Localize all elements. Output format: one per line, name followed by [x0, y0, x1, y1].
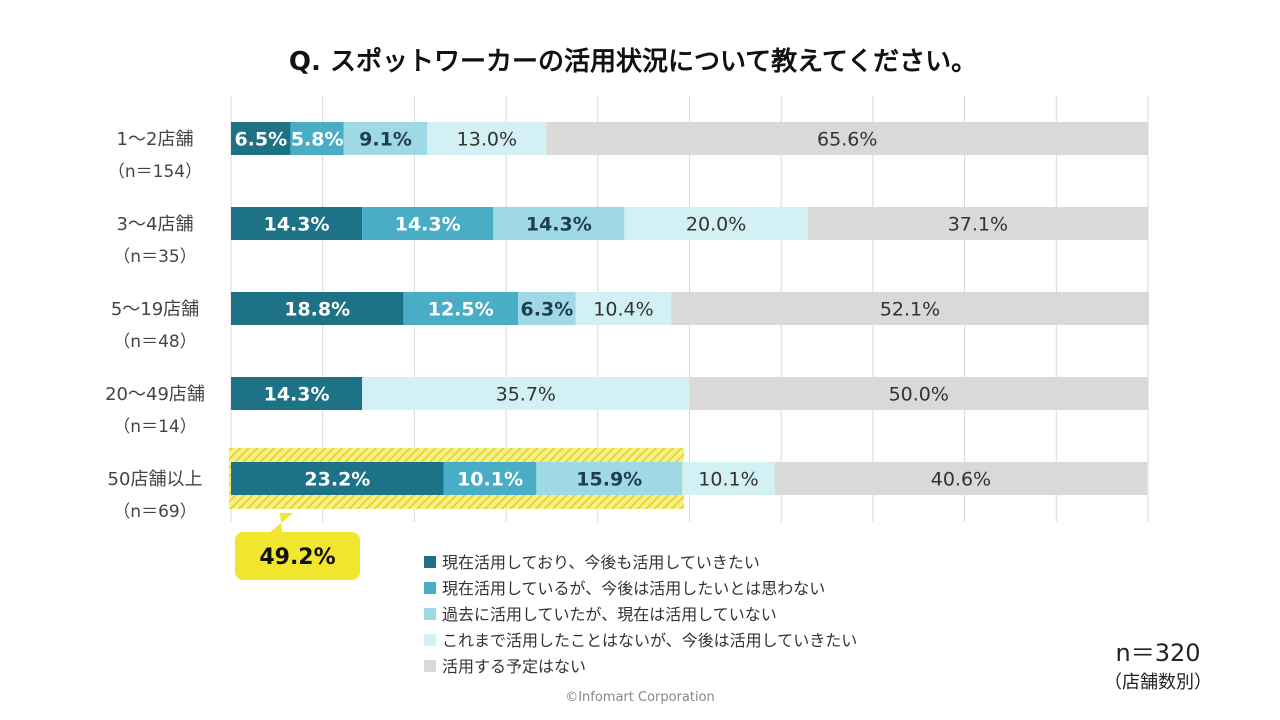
category-label: 20～49店舗 — [105, 384, 205, 405]
bar-value-label: 52.1% — [880, 299, 940, 321]
legend-label: これまで活用したことはないが、今後は活用していきたい — [442, 631, 857, 650]
copyright: ©Infomart Corporation — [565, 690, 715, 705]
bar-value-label: 18.8% — [284, 299, 350, 321]
bar-segment — [624, 207, 808, 240]
bar-value-label: 12.5% — [428, 299, 494, 321]
bar-value-label: 40.6% — [931, 469, 991, 491]
bars-group: 6.5% 5.8% 9.1% 13.0% 65.6% 14.3% 14.3% 14.3% 20.… — [231, 122, 1149, 495]
category-labels: 1～2店舗 （n＝154） 3～4店舗 （n＝35） 5～19店舗 （n＝48） 20～49… — [105, 129, 205, 522]
bar-value-label: 9.1% — [359, 129, 412, 151]
bar-segment — [807, 207, 1148, 240]
chart-title: Q. スポットワーカーの活用状況について教えてください。 — [289, 46, 977, 77]
legend-label: 活用する予定はない — [442, 657, 586, 676]
bar-value-label: 50.0% — [889, 384, 949, 406]
bar-segment — [231, 122, 291, 155]
category-label: 1～2店舗 — [117, 129, 194, 150]
legend-swatch — [424, 608, 436, 620]
highlight-callout: 49.2% — [235, 513, 360, 580]
callout-value: 49.2% — [259, 545, 335, 570]
legend-swatch — [424, 582, 436, 594]
bar-segment — [231, 292, 404, 325]
callout-box — [235, 532, 360, 580]
category-n-label: （n＝35） — [113, 247, 196, 267]
bar-value-label: 35.7% — [496, 384, 556, 406]
bar-segment — [671, 292, 1149, 325]
legend-label: 現在活用しているが、今後は活用したいとは思わない — [442, 579, 825, 598]
category-label: 50店舗以上 — [108, 469, 203, 490]
bar-segment — [231, 462, 444, 495]
bar-segment — [343, 122, 428, 155]
legend-label: 現在活用しており、今後も活用していきたい — [442, 553, 760, 572]
bar-value-label: 10.1% — [698, 469, 758, 491]
bar-value-label: 37.1% — [948, 214, 1008, 236]
bar-value-label: 5.8% — [291, 129, 344, 151]
bar-segment — [575, 292, 672, 325]
category-label: 5～19店舗 — [111, 299, 199, 320]
callout-pointer — [268, 513, 293, 534]
bar-segment — [427, 122, 547, 155]
bar-value-label: 13.0% — [457, 129, 517, 151]
bar-segment — [682, 462, 775, 495]
legend-swatch — [424, 634, 436, 646]
legend-swatch — [424, 556, 436, 568]
bar-segment — [518, 292, 576, 325]
bar-segment — [231, 377, 363, 410]
bar-segment — [290, 122, 344, 155]
category-n-label: （n＝69） — [113, 502, 196, 522]
bar-value-label: 10.4% — [593, 299, 653, 321]
bar-value-label: 14.3% — [395, 214, 461, 236]
category-n-label: （n＝154） — [108, 162, 202, 182]
bar-value-label: 15.9% — [576, 469, 642, 491]
category-n-label: （n＝14） — [113, 417, 196, 437]
bar-value-label: 20.0% — [686, 214, 746, 236]
bar-segment — [362, 377, 690, 410]
bar-segment — [403, 292, 519, 325]
bar-value-label: 10.1% — [457, 469, 523, 491]
bar-segment — [774, 462, 1148, 495]
legend-label: 過去に活用していたが、現在は活用していない — [442, 605, 777, 624]
bar-segment — [493, 207, 625, 240]
bar-segment — [689, 377, 1148, 410]
bar-segment — [231, 207, 363, 240]
total-n-note: （店舗数別） — [1104, 672, 1212, 693]
bar-value-label: 14.3% — [526, 214, 592, 236]
total-n: n＝320 — [1115, 639, 1200, 667]
bar-value-label: 14.3% — [264, 384, 330, 406]
bar-segment — [362, 207, 494, 240]
bar-segment — [546, 122, 1148, 155]
bar-segment — [443, 462, 537, 495]
category-n-label: （n＝48） — [113, 332, 196, 352]
bar-segment — [536, 462, 683, 495]
bar-value-label: 65.6% — [817, 129, 877, 151]
bar-value-label: 6.3% — [521, 299, 574, 321]
bar-value-label: 23.2% — [304, 469, 370, 491]
bar-value-label: 6.5% — [234, 129, 287, 151]
bar-value-label: 14.3% — [264, 214, 330, 236]
legend: 現在活用しており、今後も活用していきたい現在活用しているが、今後は活用したいとは… — [424, 553, 857, 676]
legend-swatch — [424, 660, 436, 672]
category-label: 3～4店舗 — [117, 214, 194, 235]
